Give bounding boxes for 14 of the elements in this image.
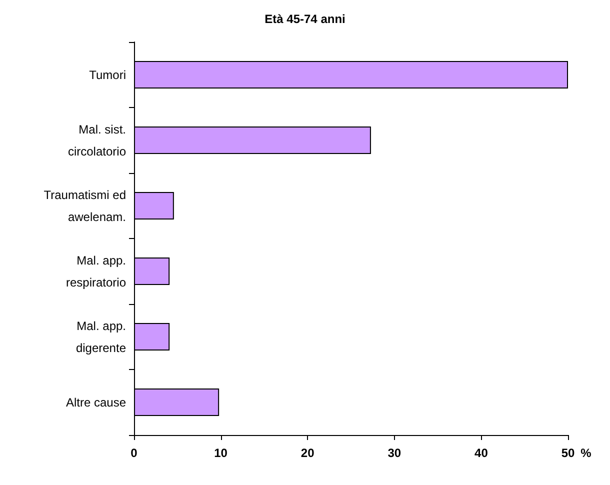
x-tick-label: 40 (474, 446, 488, 460)
x-tick-label: 0 (130, 446, 138, 460)
chart-title: Età 45-74 anni (264, 12, 346, 26)
y-tick-label: Mal. sist. circolatorio (68, 122, 126, 158)
y-tick-label: Altre cause (66, 395, 126, 410)
x-axis-title: % (580, 446, 592, 460)
y-tick-label: Mal. app. respiratorio (66, 253, 126, 290)
x-tick-label: 30 (388, 446, 402, 460)
x-tick-label: 10 (214, 446, 228, 460)
y-tick-label: Mal. app. digerente (76, 318, 126, 355)
x-tick-label: 50 (561, 446, 575, 460)
y-tick-label: Traumatismi ed awelenam. (44, 188, 126, 224)
y-tick-label: Tumori (89, 68, 126, 82)
x-tick-label: 20 (300, 446, 315, 460)
